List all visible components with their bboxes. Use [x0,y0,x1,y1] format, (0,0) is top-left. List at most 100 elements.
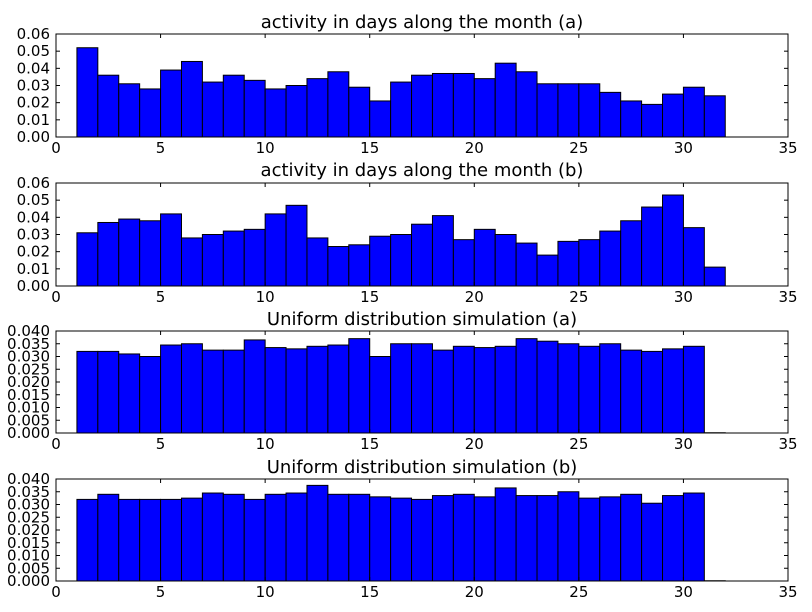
x-tick-label: 15 [360,288,379,306]
histogram-bar [306,345,329,434]
histogram-bar [473,228,496,287]
histogram-bar [662,194,684,287]
histogram-bar [285,85,308,138]
histogram-bar [557,240,580,287]
x-tick-label: 15 [360,139,379,157]
histogram-bar [620,349,643,434]
x-tick-label: 0 [51,139,61,157]
histogram-bar [452,239,475,287]
histogram-bar [180,343,203,434]
histogram-bar [369,356,392,434]
x-tick-label: 10 [256,583,275,601]
x-tick-label: 35 [778,139,797,157]
histogram-bar [118,353,141,434]
histogram-bar [536,254,559,287]
histogram-bar [348,86,371,138]
histogram-bar [599,230,622,287]
y-tick-label: 0.02 [17,94,50,112]
x-tick-label: 0 [51,288,61,306]
histogram-bar [494,234,517,287]
histogram-bar [201,492,224,582]
y-tick-label: 0.06 [17,174,50,192]
histogram-bar [452,493,475,582]
histogram-bar [536,495,559,582]
x-tick-label: 10 [256,288,275,306]
histogram-bar [557,491,580,582]
histogram-bar [515,71,538,138]
histogram-bar [348,493,371,582]
histogram-bar [411,498,433,582]
histogram-bar [243,498,266,582]
x-tick-label: 25 [569,288,588,306]
histogram-bar [431,215,454,287]
y-tick-label: 0.01 [17,260,50,278]
histogram-bar [160,498,182,582]
histogram-bar [264,493,287,582]
x-tick-label: 0 [51,435,61,453]
histogram-bar [703,95,726,138]
histogram-bar [369,496,392,582]
y-tick-label: 0.00 [17,128,50,146]
x-tick-label: 5 [156,583,166,601]
histogram-bar [201,234,224,287]
histogram-bar [160,213,182,287]
chart-title: activity in days along the month (b) [261,160,584,181]
histogram-bar [641,502,664,582]
y-tick-label: 0.025 [7,360,50,378]
histogram-bar [222,74,245,138]
x-tick-label: 15 [360,583,379,601]
histogram-bar [703,266,726,287]
y-tick-label: 0.030 [7,348,50,366]
y-tick-label: 0.010 [7,547,50,565]
histogram-bar [327,71,350,138]
histogram-bar [327,493,350,582]
histogram-bar [494,62,517,138]
histogram-bar [599,91,622,138]
histogram-bar [76,350,99,434]
histogram-bar [76,232,99,287]
histogram-bar [97,221,120,287]
histogram-panel-b-uniform: Uniform distribution simulation (b) 0 5 10 1… [7,457,798,601]
histogram-bar [180,497,203,582]
histogram-bar [578,83,601,138]
y-tick-label: 0.01 [17,111,50,129]
histogram-bar [118,218,141,287]
histogram-bar [641,206,664,287]
x-tick-label: 30 [674,435,693,453]
histogram-bar [515,242,538,287]
histogram-bar [139,356,162,434]
x-tick-label: 30 [674,139,693,157]
histogram-bar [390,81,413,138]
histogram-bar [431,72,454,138]
histogram-bar [390,234,413,287]
x-tick-label: 5 [156,288,166,306]
histogram-bar [160,69,182,138]
y-tick-label: 0.02 [17,243,50,261]
histogram-bar [536,83,559,138]
histogram-bar [222,230,245,287]
y-tick-label: 0.000 [7,424,50,442]
histogram-bar [369,100,392,138]
x-tick-label: 5 [156,435,166,453]
histogram-bar [327,246,350,287]
x-tick-label: 35 [778,583,797,601]
y-tick-label: 0.03 [17,77,50,95]
histogram-bar [264,213,287,287]
histogram-bar [306,237,329,287]
histogram-bar [264,88,287,138]
histogram-bar [222,349,245,434]
x-tick-label: 20 [465,139,484,157]
histogram-bar [599,343,622,434]
histogram-bar [222,493,245,582]
histogram-panel-a-uniform: Uniform distribution simulation (a) 0 5 10 1… [7,309,798,453]
y-tick-label: 0.040 [7,322,50,340]
histogram-bar [662,348,684,434]
x-tick-label: 35 [778,288,797,306]
histogram-bar [682,86,705,138]
histogram-bar [139,498,162,582]
histogram-panel-a-activity: activity in days along the month (a) 0 5 10… [17,12,798,157]
histogram-bar [515,338,538,434]
y-tick-label: 0.05 [17,191,50,209]
y-tick-label: 0.04 [17,59,50,77]
